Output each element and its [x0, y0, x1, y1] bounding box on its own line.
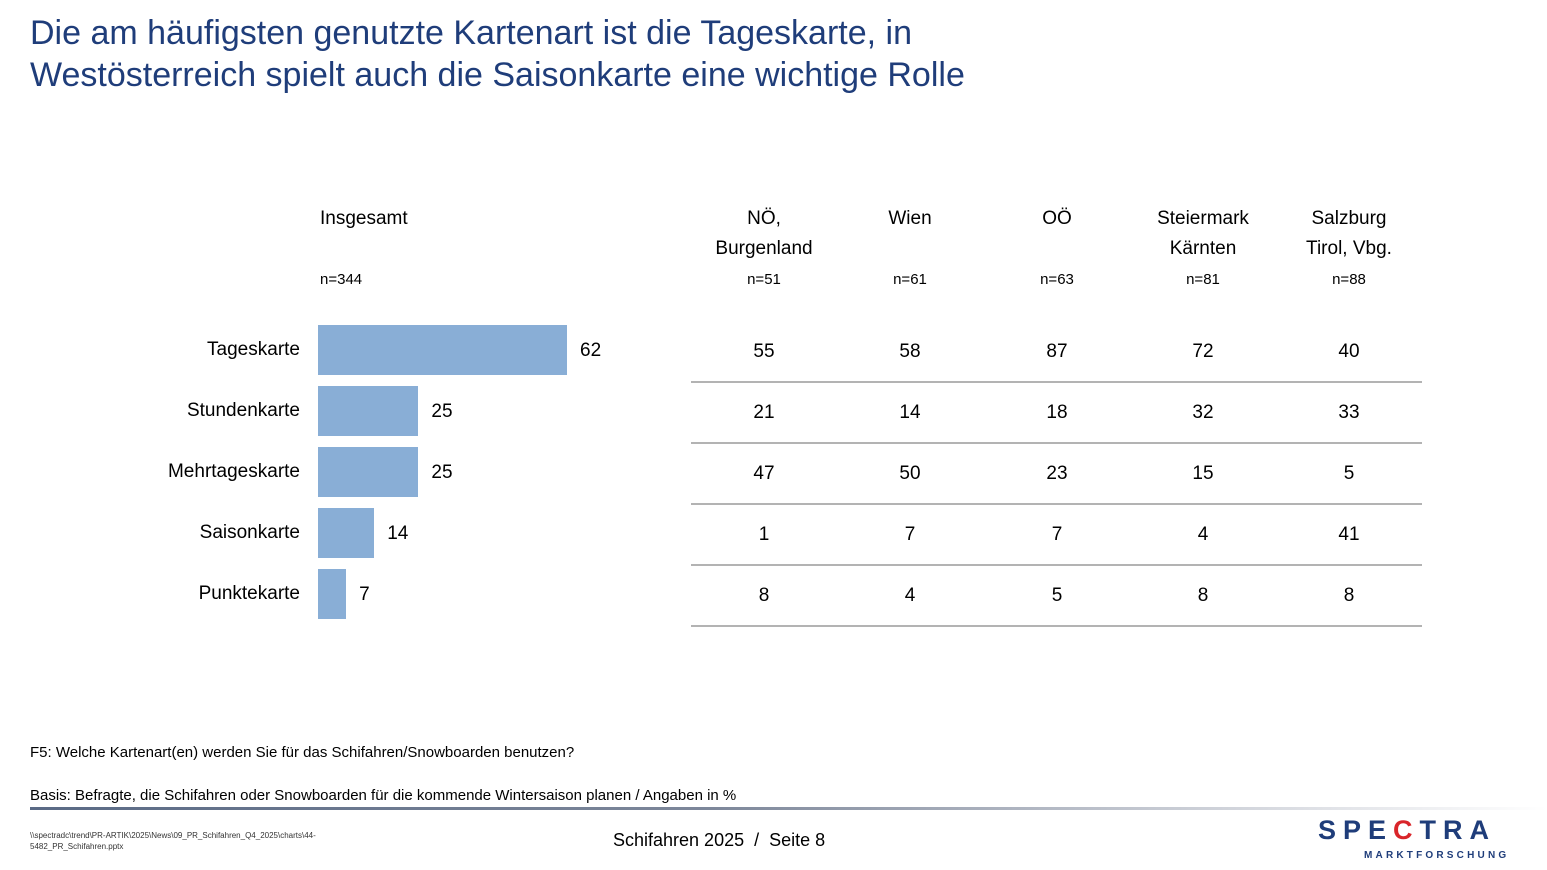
survey-basis: Basis: Befragte, die Schifahren oder Sno…: [30, 787, 737, 804]
file-path: \\spectradc\trend\PR-ARTIK\2025\News\09_…: [30, 830, 350, 852]
category-label: Mehrtageskarte: [167, 461, 300, 482]
slide-title: Die am häufigsten genutzte Kartenart ist…: [30, 12, 1230, 96]
region-n-label: n=88: [1332, 271, 1366, 288]
table-cell: 14: [899, 402, 921, 423]
region-name-line-1: Wien: [888, 208, 932, 229]
logo-accent-c: C: [1393, 815, 1420, 845]
table-cell: 33: [1338, 402, 1360, 423]
table-cell: 5: [1343, 463, 1355, 484]
logo-wordmark: SPECTRA: [1318, 815, 1496, 846]
table-cell: 87: [1046, 341, 1068, 362]
region-column-header: NÖ, Burgenland: [684, 204, 844, 264]
chart-title: Insgesamt: [320, 208, 408, 229]
region-n-label: n=63: [1040, 271, 1074, 288]
table-cell: 7: [904, 524, 916, 545]
region-name-line-2: [830, 234, 990, 264]
table-cell: 1: [758, 524, 770, 545]
region-name-line-2: [977, 234, 1137, 264]
category-label: Tageskarte: [207, 339, 300, 360]
region-n-label: n=51: [747, 271, 781, 288]
bar-value-label: 7: [359, 584, 370, 605]
table-cell: 15: [1192, 463, 1214, 484]
footer-divider: [30, 807, 1547, 810]
category-label: Saisonkarte: [199, 522, 300, 543]
table-cell: 4: [904, 585, 916, 606]
title-line-1: Die am häufigsten genutzte Kartenart ist…: [30, 14, 912, 52]
region-n-label: n=61: [893, 271, 927, 288]
table-cell: 7: [1051, 524, 1063, 545]
page-info: Schifahren 2025 / Seite 8: [613, 830, 826, 850]
table-cell: 72: [1192, 341, 1214, 362]
region-n-label: n=81: [1186, 271, 1220, 288]
row-divider: [691, 442, 1422, 444]
region-column-header: Steiermark Kärnten: [1123, 204, 1283, 264]
region-name-line-1: NÖ,: [747, 208, 781, 229]
region-column-header: Salzburg Tirol, Vbg.: [1269, 204, 1429, 264]
bar-value-label: 62: [580, 340, 602, 361]
table-cell: 40: [1338, 341, 1360, 362]
region-name-line-1: Salzburg: [1311, 208, 1387, 229]
bar-value-label: 25: [431, 401, 453, 422]
region-name-line-2: Burgenland: [715, 238, 813, 259]
logo-wordmark-text: SPECTRA: [1318, 815, 1497, 845]
table-cell: 47: [753, 463, 775, 484]
bar: [318, 508, 375, 558]
category-label: Stundenkarte: [186, 400, 300, 421]
row-divider: [691, 564, 1422, 566]
bar-value-label: 25: [431, 462, 453, 483]
region-name-line-1: OÖ: [1042, 208, 1072, 229]
table-cell: 5: [1051, 585, 1063, 606]
bar: [318, 386, 419, 436]
file-path-line-1: \\spectradc\trend\PR-ARTIK\2025\News\09_…: [30, 831, 316, 840]
table-cell: 8: [758, 585, 770, 606]
table-cell: 32: [1192, 402, 1214, 423]
region-name-line-2: Tirol, Vbg.: [1306, 238, 1392, 259]
table-cell: 55: [753, 341, 775, 362]
table-cell: 21: [753, 402, 775, 423]
row-divider: [691, 503, 1422, 505]
table-cell: 8: [1197, 585, 1209, 606]
region-name-line-2: Kärnten: [1169, 238, 1237, 259]
category-label: Punktekarte: [198, 583, 300, 604]
file-path-line-2: 5482_PR_Schifahren.pptx: [30, 842, 124, 851]
row-divider: [691, 381, 1422, 383]
bar: [318, 569, 347, 619]
logo-subtitle: MARKTFORSCHUNG: [1364, 850, 1510, 861]
row-divider: [691, 625, 1422, 627]
bar: [318, 447, 419, 497]
spectra-logo: SPECTRA MARKTFORSCHUNG: [1318, 815, 1523, 865]
chart-n-label: n=344: [320, 271, 363, 288]
table-cell: 23: [1046, 463, 1068, 484]
survey-question: F5: Welche Kartenart(en) werden Sie für …: [30, 744, 575, 761]
region-column-header: Wien: [830, 204, 990, 264]
table-cell: 4: [1197, 524, 1209, 545]
bar-value-label: 14: [387, 523, 409, 544]
region-name-line-1: Steiermark: [1157, 208, 1249, 229]
region-column-header: OÖ: [977, 204, 1137, 264]
bar: [318, 325, 567, 375]
table-cell: 18: [1046, 402, 1068, 423]
table-cell: 58: [899, 341, 921, 362]
table-cell: 8: [1343, 585, 1355, 606]
table-cell: 41: [1338, 524, 1360, 545]
table-cell: 50: [899, 463, 921, 484]
title-line-2: Westösterreich spielt auch die Saisonkar…: [30, 56, 965, 94]
